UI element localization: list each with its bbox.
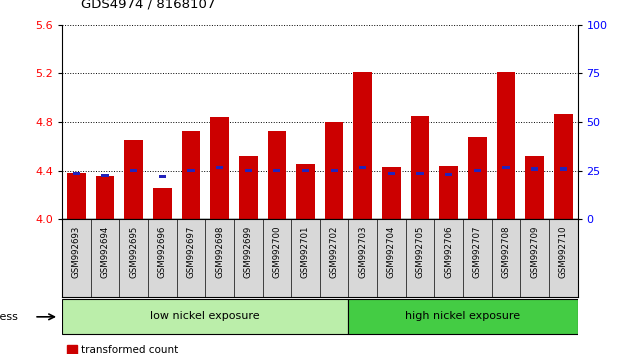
Text: GSM992700: GSM992700 <box>273 226 281 278</box>
Text: GSM992694: GSM992694 <box>101 226 109 278</box>
Bar <box>67 173 86 219</box>
Bar <box>359 166 366 169</box>
Legend: transformed count, percentile rank within the sample: transformed count, percentile rank withi… <box>67 345 256 354</box>
Bar <box>440 166 458 219</box>
Bar <box>531 167 538 171</box>
Bar <box>388 172 395 175</box>
Text: high nickel exposure: high nickel exposure <box>406 311 520 321</box>
Bar <box>239 156 258 219</box>
Text: GSM992706: GSM992706 <box>444 226 453 278</box>
Bar <box>273 169 281 172</box>
Text: GSM992707: GSM992707 <box>473 226 482 278</box>
Bar <box>159 175 166 178</box>
Bar <box>353 72 372 219</box>
Bar <box>216 166 223 169</box>
Bar <box>474 169 481 172</box>
Bar <box>348 299 578 334</box>
Bar <box>245 169 252 172</box>
Bar <box>410 116 429 219</box>
Bar <box>330 169 338 172</box>
Bar <box>554 114 573 219</box>
Bar <box>62 299 348 334</box>
Bar <box>502 166 509 169</box>
Bar <box>101 174 109 177</box>
Bar <box>268 131 286 219</box>
Text: GSM992701: GSM992701 <box>301 226 310 278</box>
Text: GSM992698: GSM992698 <box>215 226 224 278</box>
Bar <box>296 164 315 219</box>
Text: GSM992697: GSM992697 <box>186 226 196 278</box>
Bar <box>211 117 229 219</box>
Bar <box>445 172 452 176</box>
Bar <box>96 176 114 219</box>
Bar <box>560 167 567 171</box>
Text: GSM992693: GSM992693 <box>72 226 81 278</box>
Text: low nickel exposure: low nickel exposure <box>150 311 260 321</box>
Text: GSM992699: GSM992699 <box>243 226 253 278</box>
Text: GSM992710: GSM992710 <box>559 226 568 278</box>
Bar <box>468 137 487 219</box>
Bar <box>182 131 200 219</box>
Bar <box>325 122 343 219</box>
Text: GSM992696: GSM992696 <box>158 226 167 278</box>
Bar <box>124 141 143 219</box>
Bar <box>417 172 424 175</box>
Text: GDS4974 / 8168107: GDS4974 / 8168107 <box>81 0 215 11</box>
Bar <box>497 72 515 219</box>
Bar <box>130 169 137 172</box>
Text: GSM992705: GSM992705 <box>415 226 425 278</box>
Text: GSM992709: GSM992709 <box>530 226 539 278</box>
Text: GSM992708: GSM992708 <box>501 226 510 278</box>
Text: stress: stress <box>0 312 19 322</box>
Bar <box>382 167 401 219</box>
Text: GSM992703: GSM992703 <box>358 226 367 278</box>
Text: GSM992695: GSM992695 <box>129 226 138 278</box>
Bar <box>153 188 171 219</box>
Bar <box>188 169 194 172</box>
Text: GSM992702: GSM992702 <box>330 226 338 278</box>
Bar <box>73 172 80 175</box>
Text: GSM992704: GSM992704 <box>387 226 396 278</box>
Bar <box>525 156 544 219</box>
Bar <box>302 169 309 172</box>
